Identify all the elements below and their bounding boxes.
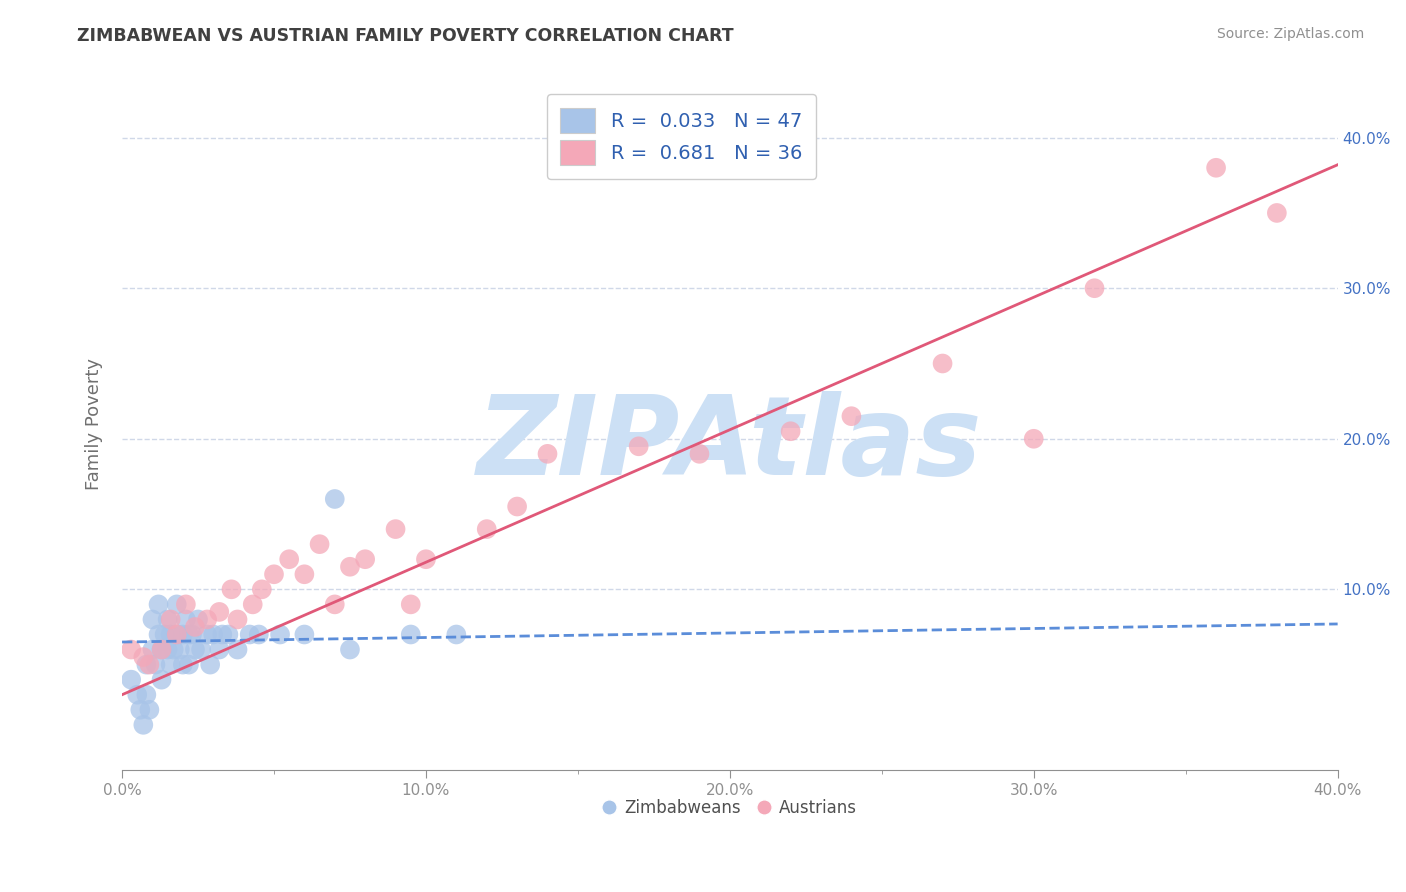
Point <box>129 703 152 717</box>
Point <box>226 642 249 657</box>
Point <box>226 612 249 626</box>
Point <box>135 688 157 702</box>
Point <box>269 627 291 641</box>
Point <box>536 447 558 461</box>
Point <box>177 627 200 641</box>
Point <box>148 598 170 612</box>
Point <box>169 642 191 657</box>
Point <box>278 552 301 566</box>
Text: Source: ZipAtlas.com: Source: ZipAtlas.com <box>1216 27 1364 41</box>
Point <box>263 567 285 582</box>
Point <box>184 620 207 634</box>
Point <box>166 598 188 612</box>
Point <box>135 657 157 672</box>
Point <box>163 642 186 657</box>
Point <box>202 627 225 641</box>
Point <box>292 627 315 641</box>
Point <box>415 552 437 566</box>
Point <box>174 598 197 612</box>
Point <box>308 537 330 551</box>
Point <box>153 627 176 641</box>
Point <box>120 642 142 657</box>
Point <box>198 657 221 672</box>
Point <box>1205 161 1227 175</box>
Point <box>156 612 179 626</box>
Point <box>339 559 361 574</box>
Text: ZIMBABWEAN VS AUSTRIAN FAMILY POVERTY CORRELATION CHART: ZIMBABWEAN VS AUSTRIAN FAMILY POVERTY CO… <box>77 27 734 45</box>
Point <box>138 657 160 672</box>
Point <box>384 522 406 536</box>
Point <box>195 627 218 641</box>
Point <box>195 612 218 626</box>
Point <box>172 657 194 672</box>
Point <box>159 612 181 626</box>
Point <box>132 718 155 732</box>
Point <box>354 552 377 566</box>
Point <box>145 657 167 672</box>
Point <box>150 642 173 657</box>
Point <box>141 642 163 657</box>
Point <box>1265 206 1288 220</box>
Point <box>239 627 262 641</box>
Point <box>166 627 188 641</box>
Point <box>150 673 173 687</box>
Point <box>211 627 233 641</box>
Point <box>184 642 207 657</box>
Point <box>208 642 231 657</box>
Point <box>156 642 179 657</box>
Point <box>190 642 212 657</box>
Point <box>688 447 710 461</box>
Point <box>174 612 197 626</box>
Point <box>181 627 204 641</box>
Point <box>399 627 422 641</box>
Point <box>292 567 315 582</box>
Y-axis label: Family Poverty: Family Poverty <box>86 358 103 490</box>
Point <box>159 627 181 641</box>
Text: ZIPAtlas: ZIPAtlas <box>477 391 983 498</box>
Point <box>475 522 498 536</box>
Point <box>172 627 194 641</box>
Point <box>323 598 346 612</box>
Point <box>779 424 801 438</box>
Point <box>141 612 163 626</box>
Point <box>208 605 231 619</box>
Point <box>339 642 361 657</box>
Point <box>931 357 953 371</box>
Point <box>138 703 160 717</box>
Point <box>187 612 209 626</box>
Point <box>148 627 170 641</box>
Point <box>221 582 243 597</box>
Point <box>166 627 188 641</box>
Point <box>247 627 270 641</box>
Point <box>120 673 142 687</box>
Point <box>1022 432 1045 446</box>
Point <box>159 657 181 672</box>
Point <box>242 598 264 612</box>
Point <box>250 582 273 597</box>
Point <box>132 650 155 665</box>
Point <box>1083 281 1105 295</box>
Point <box>506 500 529 514</box>
Point <box>627 439 650 453</box>
Point <box>177 657 200 672</box>
Point <box>399 598 422 612</box>
Point <box>217 627 239 641</box>
Point <box>150 642 173 657</box>
Legend: Zimbabweans, Austrians: Zimbabweans, Austrians <box>596 793 863 824</box>
Point <box>446 627 468 641</box>
Point <box>127 688 149 702</box>
Point <box>841 409 863 424</box>
Point <box>323 491 346 506</box>
